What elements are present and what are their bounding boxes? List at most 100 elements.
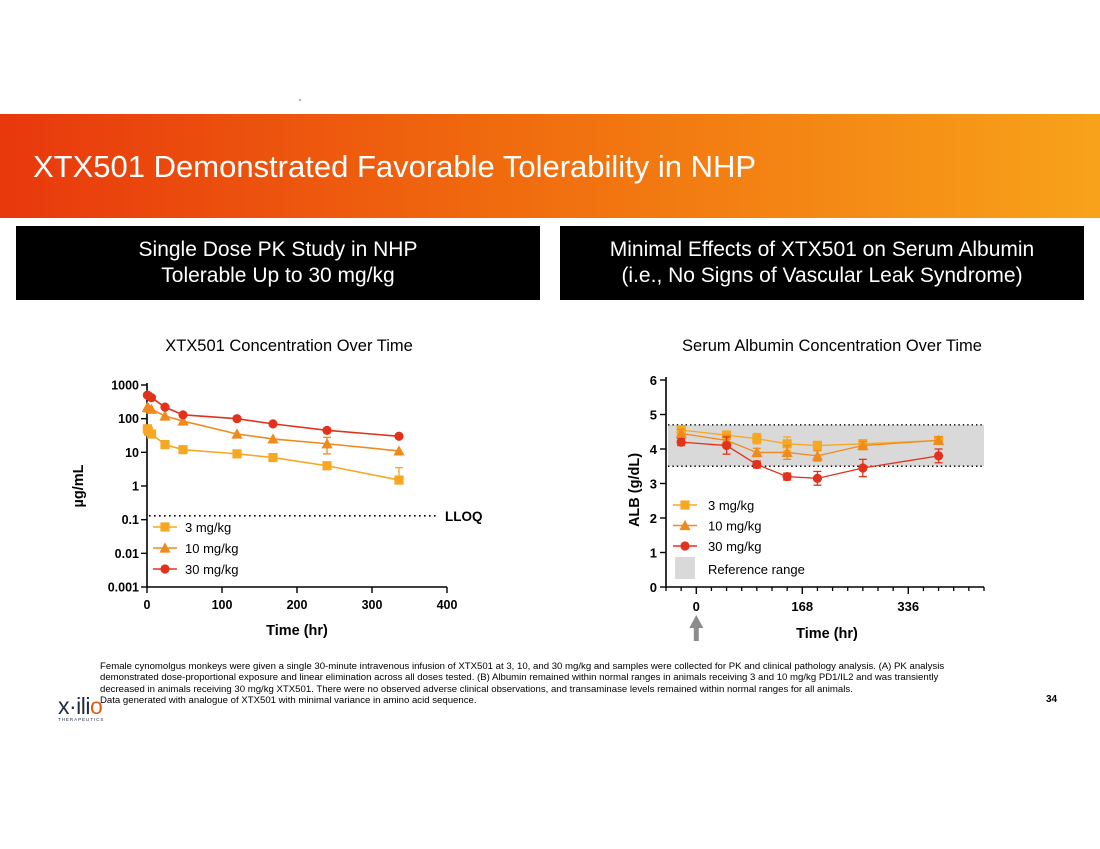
pk-data-point (322, 461, 332, 471)
pk-y-tick-label: 100 (118, 412, 139, 426)
pk-data-point (178, 445, 188, 455)
alb-x-axis-label: Time (hr) (796, 626, 858, 642)
pk-concentration-chart: XTX501 Concentration Over Time 0.001 0.01 0… (71, 337, 483, 639)
right-panel-header: Minimal Effects of XTX501 on Serum Album… (560, 226, 1084, 300)
alb-data-point (752, 434, 762, 444)
pk-data-point (268, 419, 278, 429)
company-logo: x·ilio THERAPEUTICS (58, 693, 105, 723)
pk-data-point (268, 452, 278, 463)
alb-legend-label: 10 mg/kg (708, 519, 761, 534)
alb-data-point (812, 440, 823, 451)
alb-data-point (932, 434, 945, 445)
pk-data-point (394, 475, 404, 485)
pk-data-point (146, 393, 157, 403)
alb-data-point (676, 437, 686, 447)
pk-data-point (394, 431, 404, 441)
pk-x-tick-label: 300 (362, 598, 383, 612)
alb-legend-label: 3 mg/kg (708, 498, 754, 513)
pk-x-tick-label: 200 (287, 598, 308, 612)
alb-data-point (857, 439, 869, 451)
title-banner: XTX501 Demonstrated Favorable Tolerabili… (0, 114, 1100, 218)
pk-y-tick-label: 10 (125, 446, 139, 460)
pk-x-tick-label: 0 (144, 598, 151, 612)
alb-data-point (858, 463, 868, 473)
footnote-text-2: Data generated with analogue of XTX501 w… (100, 695, 477, 707)
alb-y-tick-label: 2 (650, 511, 657, 526)
pk-data-point (231, 428, 243, 439)
footnote-text-1: Female cynomolgus monkeys were given a s… (100, 661, 945, 695)
pk-lloq-label: LLOQ (445, 509, 483, 524)
alb-y-tick-label: 4 (650, 442, 658, 457)
pk-data-point (322, 425, 332, 435)
pk-data-point (321, 438, 333, 449)
pk-data-point (146, 429, 157, 439)
pk-data-point (145, 403, 158, 414)
alb-data-point (751, 446, 763, 458)
footnote: Female cynomolgus monkeys were given a s… (100, 661, 960, 707)
pk-x-axis-label: Time (hr) (266, 623, 328, 639)
alb-y-tick-label: 1 (650, 546, 657, 561)
right-panel-line1: Minimal Effects of XTX501 on Serum Album… (609, 238, 1035, 261)
alb-data-point (782, 472, 792, 482)
pk-y-tick-label: 1000 (111, 379, 139, 393)
alb-data-point (811, 450, 824, 461)
alb-legend-reference-swatch (675, 557, 695, 579)
pk-legend-label: 10 mg/kg (185, 541, 238, 556)
alb-chart-title: Serum Albumin Concentration Over Time (682, 337, 982, 355)
pk-legend-marker (159, 542, 171, 553)
alb-legend-marker (680, 541, 690, 551)
left-panel-header: Single Dose PK Study in NHP Tolerable Up… (16, 226, 540, 300)
alb-y-tick-label: 0 (650, 580, 657, 595)
pk-data-point (159, 410, 171, 421)
dosing-arrow-icon (689, 615, 704, 628)
page-number: 34 (1046, 694, 1058, 705)
alb-data-point (782, 439, 792, 449)
right-panel-line2: (i.e., No Signs of Vascular Leak Syndrom… (621, 264, 1023, 287)
alb-data-point (721, 440, 732, 451)
alb-x-tick-label: 336 (897, 599, 919, 614)
alb-legend-reference-label: Reference range (708, 562, 805, 577)
alb-legend-marker (679, 519, 691, 531)
pk-y-tick-label: 0.01 (115, 547, 139, 561)
alb-y-tick-label: 3 (650, 477, 657, 492)
pk-y-axis-label: µg/mL (71, 464, 87, 507)
alb-x-tick-label: 168 (791, 599, 813, 614)
alb-data-point (675, 427, 687, 439)
pk-y-tick-label: 1 (132, 480, 139, 494)
pk-y-tick-label: 0.001 (108, 581, 139, 595)
left-panel-line1: Single Dose PK Study in NHP (138, 238, 418, 261)
pk-chart-title: XTX501 Concentration Over Time (165, 337, 413, 355)
albumin-concentration-chart: Serum Albumin Concentration Over Time 0 1 2… (627, 337, 985, 642)
stray-dot (299, 99, 301, 101)
pk-data-point (393, 445, 405, 456)
pk-x-tick-label: 400 (437, 598, 458, 612)
pk-x-tick-label: 100 (212, 598, 233, 612)
slide-title: XTX501 Demonstrated Favorable Tolerabili… (33, 149, 757, 184)
pk-data-point (232, 414, 242, 424)
alb-data-point (781, 446, 793, 458)
pk-data-point (160, 439, 170, 450)
pk-data-point (177, 415, 189, 426)
alb-y-tick-label: 5 (650, 408, 657, 423)
dosing-arrow-shaft (693, 627, 699, 641)
pk-data-point (267, 433, 279, 444)
logo-subtitle: THERAPEUTICS (58, 717, 105, 722)
alb-data-point (933, 451, 944, 461)
pk-legend-marker (160, 564, 170, 574)
pk-legend-label: 30 mg/kg (185, 562, 238, 577)
alb-y-tick-label: 6 (650, 373, 657, 388)
alb-legend-marker (680, 500, 690, 510)
alb-x-tick-label: 0 (693, 599, 700, 614)
alb-y-axis-label: ALB (g/dL) (627, 453, 643, 527)
alb-data-point (812, 473, 823, 483)
alb-data-point (752, 459, 762, 470)
logo-wordmark: x·ilio (58, 693, 103, 719)
pk-y-tick-label: 0.1 (122, 513, 139, 527)
pk-data-point (160, 402, 170, 412)
left-panel-line2: Tolerable Up to 30 mg/kg (161, 264, 395, 287)
pk-data-point (232, 449, 242, 459)
pk-legend-label: 3 mg/kg (185, 520, 231, 535)
pk-data-point (178, 410, 188, 420)
pk-legend-marker (160, 522, 170, 532)
alb-legend-label: 30 mg/kg (708, 539, 761, 554)
